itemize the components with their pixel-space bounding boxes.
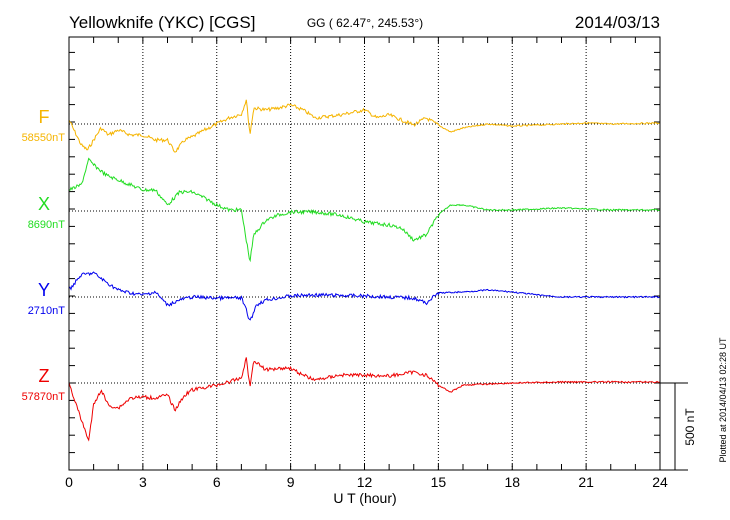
x-tick-label: 21 bbox=[578, 474, 594, 490]
baseline-label-y: 2710nT bbox=[28, 305, 66, 317]
plotted-note: Plotted at 2014/04/13 02:28 UT bbox=[718, 337, 728, 463]
x-tick-label: 3 bbox=[139, 474, 147, 490]
chart-date: 2014/03/13 bbox=[575, 13, 660, 32]
trace-f bbox=[68, 99, 661, 153]
trace-x bbox=[68, 157, 661, 263]
series-label-f: F bbox=[39, 107, 50, 127]
baseline-label-f: 58550nT bbox=[22, 132, 66, 144]
trace-y bbox=[68, 271, 660, 321]
x-tick-label: 18 bbox=[504, 474, 520, 490]
scale-label: 500 nT bbox=[683, 408, 697, 446]
x-tick-label: 12 bbox=[357, 474, 373, 490]
x-tick-label: 9 bbox=[287, 474, 295, 490]
x-tick-label: 15 bbox=[431, 474, 447, 490]
baseline-label-x: 8690nT bbox=[28, 219, 66, 231]
station-coords: GG ( 62.47°, 245.53°) bbox=[307, 16, 423, 30]
x-axis-label: U T (hour) bbox=[333, 490, 396, 506]
x-tick-label: 0 bbox=[65, 474, 73, 490]
series-label-y: Y bbox=[38, 280, 50, 300]
x-tick-label: 6 bbox=[213, 474, 221, 490]
plot-frame bbox=[68, 36, 661, 471]
baseline-label-z: 57870nT bbox=[22, 391, 66, 403]
series-label-z: Z bbox=[39, 366, 50, 386]
trace-z bbox=[68, 357, 661, 442]
x-tick-label: 24 bbox=[652, 474, 668, 490]
chart-title: Yellowknife (YKC) [CGS] bbox=[69, 13, 255, 32]
series-label-x: X bbox=[38, 194, 50, 214]
